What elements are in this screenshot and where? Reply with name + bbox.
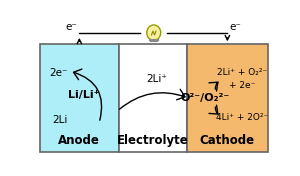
Text: Anode: Anode bbox=[58, 134, 100, 147]
FancyArrowPatch shape bbox=[119, 89, 185, 109]
Text: e⁻: e⁻ bbox=[229, 22, 241, 32]
Text: Electrolyte: Electrolyte bbox=[117, 134, 189, 147]
Text: + 2e⁻: + 2e⁻ bbox=[229, 81, 255, 90]
Bar bbox=[40, 44, 119, 152]
Bar bbox=[187, 44, 268, 152]
FancyArrowPatch shape bbox=[209, 82, 218, 91]
FancyArrowPatch shape bbox=[209, 105, 218, 114]
Text: O²⁻/O₂²⁻: O²⁻/O₂²⁻ bbox=[180, 93, 230, 103]
Text: Li/Li⁺: Li/Li⁺ bbox=[68, 90, 99, 100]
FancyArrowPatch shape bbox=[74, 69, 102, 120]
Ellipse shape bbox=[147, 25, 161, 40]
Text: 4Li⁺ + 2O²⁻: 4Li⁺ + 2O²⁻ bbox=[216, 113, 268, 122]
Text: 2Li⁺: 2Li⁺ bbox=[146, 74, 167, 84]
Text: Cathode: Cathode bbox=[200, 134, 255, 147]
Text: 2Li⁺ + O₂²⁻: 2Li⁺ + O₂²⁻ bbox=[217, 68, 267, 77]
Text: 2Li: 2Li bbox=[52, 115, 68, 125]
Text: 2e⁻: 2e⁻ bbox=[49, 68, 68, 78]
Text: e⁻: e⁻ bbox=[66, 22, 77, 32]
Bar bbox=[119, 44, 187, 152]
